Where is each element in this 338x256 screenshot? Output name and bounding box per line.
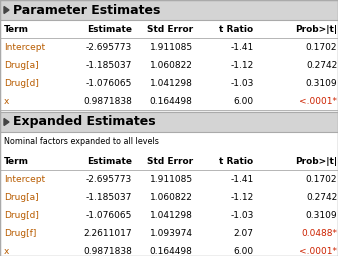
Text: Drug[a]: Drug[a]	[4, 193, 38, 201]
Bar	[0, 206, 338, 224]
Text: 1.041298: 1.041298	[150, 210, 193, 219]
Text: -1.076065: -1.076065	[86, 79, 132, 88]
Text: 2.07: 2.07	[234, 229, 254, 238]
Text: Intercept: Intercept	[4, 175, 45, 184]
Polygon shape	[4, 6, 9, 14]
Text: Parameter Estimates: Parameter Estimates	[13, 4, 160, 16]
Text: Drug[f]: Drug[f]	[4, 229, 36, 238]
Text: <.0001*: <.0001*	[299, 247, 337, 255]
Text: 6.00: 6.00	[233, 247, 254, 255]
Text: 1.093974: 1.093974	[150, 229, 193, 238]
Text: Drug[d]: Drug[d]	[4, 79, 39, 88]
Bar	[0, 38, 338, 56]
Text: -1.41: -1.41	[230, 175, 254, 184]
Bar	[0, 152, 338, 170]
Polygon shape	[4, 119, 9, 125]
Text: Drug[d]: Drug[d]	[4, 210, 39, 219]
Text: Estimate: Estimate	[87, 25, 132, 34]
Text: Std Error: Std Error	[147, 25, 193, 34]
Text: Term: Term	[4, 25, 29, 34]
Text: 0.0488*: 0.0488*	[301, 229, 337, 238]
Text: 0.1702: 0.1702	[306, 42, 337, 51]
Bar	[0, 170, 338, 188]
Bar	[0, 242, 338, 256]
Text: 2.2611017: 2.2611017	[83, 229, 132, 238]
Text: Term: Term	[4, 156, 29, 165]
Text: 0.9871838: 0.9871838	[83, 247, 132, 255]
Bar	[0, 112, 338, 132]
Text: 6.00: 6.00	[233, 97, 254, 105]
Bar	[0, 188, 338, 206]
Text: 1.911085: 1.911085	[149, 175, 193, 184]
Text: Estimate: Estimate	[87, 156, 132, 165]
Text: -1.185037: -1.185037	[86, 60, 132, 69]
Text: 0.3109: 0.3109	[306, 79, 337, 88]
Text: -1.41: -1.41	[230, 42, 254, 51]
Text: t Ratio: t Ratio	[219, 25, 254, 34]
Text: 0.1702: 0.1702	[306, 175, 337, 184]
Text: -1.12: -1.12	[230, 193, 254, 201]
Text: 1.041298: 1.041298	[150, 79, 193, 88]
Text: 1.911085: 1.911085	[149, 42, 193, 51]
Text: 0.3109: 0.3109	[306, 210, 337, 219]
Bar	[0, 92, 338, 110]
Bar	[0, 132, 338, 152]
Text: <.0001*: <.0001*	[299, 97, 337, 105]
Text: t Ratio: t Ratio	[219, 156, 254, 165]
Text: 1.060822: 1.060822	[150, 60, 193, 69]
Bar	[0, 224, 338, 242]
Text: -1.03: -1.03	[230, 79, 254, 88]
Text: -1.185037: -1.185037	[86, 193, 132, 201]
Text: 0.164498: 0.164498	[150, 97, 193, 105]
Text: 1.060822: 1.060822	[150, 193, 193, 201]
Text: -1.03: -1.03	[230, 210, 254, 219]
Bar	[0, 56, 338, 74]
Text: -2.695773: -2.695773	[86, 42, 132, 51]
Text: Expanded Estimates: Expanded Estimates	[13, 115, 155, 129]
Text: Nominal factors expanded to all levels: Nominal factors expanded to all levels	[4, 137, 159, 146]
Text: 0.9871838: 0.9871838	[83, 97, 132, 105]
Bar	[0, 20, 338, 38]
Bar	[0, 74, 338, 92]
Text: 0.2742: 0.2742	[306, 60, 337, 69]
Text: -1.12: -1.12	[230, 60, 254, 69]
Text: Drug[a]: Drug[a]	[4, 60, 38, 69]
Text: -1.076065: -1.076065	[86, 210, 132, 219]
Text: x: x	[4, 97, 9, 105]
Text: Intercept: Intercept	[4, 42, 45, 51]
Text: -2.695773: -2.695773	[86, 175, 132, 184]
Text: Prob>|t|: Prob>|t|	[295, 156, 337, 165]
Bar	[0, 0, 338, 20]
Text: 0.164498: 0.164498	[150, 247, 193, 255]
Text: x: x	[4, 247, 9, 255]
Text: 0.2742: 0.2742	[306, 193, 337, 201]
Text: Std Error: Std Error	[147, 156, 193, 165]
Text: Prob>|t|: Prob>|t|	[295, 25, 337, 34]
